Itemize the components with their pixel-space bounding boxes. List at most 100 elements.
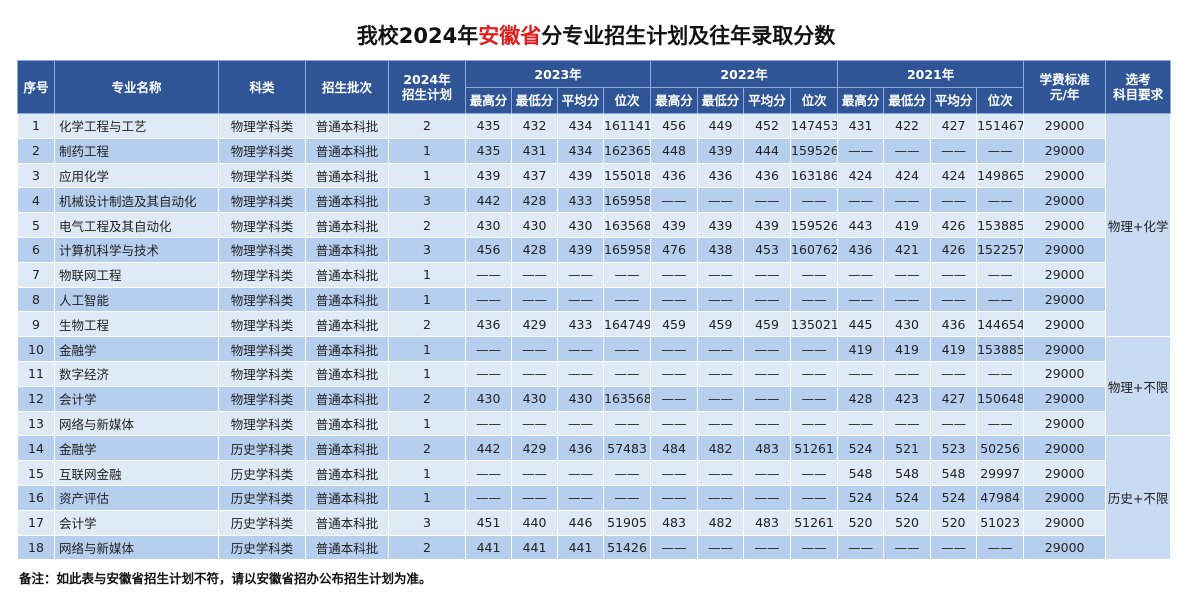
- major-name: 数字经济: [54, 360, 219, 387]
- cell: ——: [883, 187, 932, 214]
- cell: ——: [697, 484, 745, 511]
- cell: 1: [388, 484, 466, 511]
- cell: 150648: [976, 385, 1025, 412]
- cell: 29000: [1023, 261, 1107, 288]
- cell: 427: [930, 385, 978, 412]
- header-line: 序号: [23, 79, 49, 95]
- cell: 3: [388, 509, 466, 536]
- cell: 9: [17, 311, 55, 338]
- major-name: 机械设计制造及其自动化: [54, 187, 219, 214]
- cell: ——: [511, 336, 558, 362]
- cell: 430: [465, 212, 512, 238]
- title-suffix: 分专业招生计划及往年录取分数: [541, 24, 836, 48]
- cell: 524: [883, 484, 932, 511]
- cell: 441: [557, 534, 604, 561]
- header-line: 专业名称: [111, 79, 162, 95]
- cell: 普通本科批: [305, 311, 389, 338]
- cell: 162365: [602, 137, 652, 164]
- cell: ——: [790, 261, 839, 288]
- cell: 439: [697, 137, 745, 164]
- cell: ——: [511, 484, 558, 511]
- cell: 47984: [976, 484, 1025, 511]
- cell: ——: [743, 187, 792, 214]
- major-name: 生物工程: [54, 311, 219, 338]
- cell: ——: [790, 484, 839, 511]
- cell: 482: [697, 509, 745, 536]
- cell: 520: [837, 509, 885, 536]
- cell: 普通本科批: [305, 435, 389, 462]
- cell: ——: [650, 460, 699, 486]
- cell: ——: [465, 261, 512, 288]
- cell: 452: [743, 113, 792, 139]
- table-row: 2 制药工程 物理学科类 普通本科批 1 435 431 434 162365 448 439 444…: [17, 137, 1171, 164]
- cell: ——: [650, 385, 699, 412]
- cell: ——: [697, 286, 745, 313]
- cell: 普通本科批: [305, 286, 389, 313]
- cell: 483: [743, 509, 792, 536]
- cell: ——: [602, 261, 652, 288]
- cell: 152257: [976, 236, 1025, 263]
- cell: 520: [883, 509, 932, 536]
- cell: 159526: [790, 137, 839, 164]
- cell: 29000: [1023, 484, 1107, 511]
- cell: 428: [511, 236, 558, 263]
- cell: 历史学科类: [218, 534, 306, 561]
- cell: 444: [743, 137, 792, 164]
- cell: ——: [743, 336, 792, 362]
- cell: 423: [883, 385, 932, 412]
- cell: 3: [388, 187, 466, 214]
- cell: ——: [602, 410, 652, 437]
- cell: ——: [465, 286, 512, 313]
- cell: 物理学科类: [218, 410, 306, 437]
- cell: ——: [650, 484, 699, 511]
- cell: 442: [465, 187, 512, 214]
- cell: 物理学科类: [218, 113, 306, 139]
- cell: 149865: [976, 162, 1025, 189]
- major-name: 物联网工程: [54, 261, 219, 288]
- cell: ——: [557, 286, 604, 313]
- table-row: 8 人工智能 物理学科类 普通本科批 1 —— —— —— —— —— —— —— —— —— —— —— ——…: [17, 286, 1171, 313]
- cell: 3: [388, 236, 466, 263]
- cell: 普通本科批: [305, 236, 389, 263]
- header-line: 科目要求: [1113, 87, 1164, 102]
- cell: 57483: [602, 435, 652, 462]
- cell: 51023: [976, 509, 1025, 536]
- cell: ——: [930, 286, 978, 313]
- table-row: 11 数字经济 物理学科类 普通本科批 1 —— —— —— —— —— —— —— —— —— —— —— —…: [17, 360, 1171, 387]
- cell: ——: [465, 336, 512, 362]
- cell: 普通本科批: [305, 113, 389, 139]
- cell: 430: [883, 311, 932, 338]
- cell: 1: [388, 137, 466, 164]
- major-name: 化学工程与工艺: [54, 113, 219, 139]
- cell: ——: [930, 534, 978, 561]
- sub-header: 位次: [790, 87, 839, 114]
- subject-requirement: 物理+不限: [1105, 336, 1172, 437]
- sub-header: 最高分: [837, 87, 885, 114]
- cell: 483: [743, 435, 792, 462]
- cell: 17: [17, 509, 55, 536]
- cell: 2: [388, 435, 466, 462]
- table-row: 9 生物工程 物理学科类 普通本科批 2 436 429 433 164749 459 459 459…: [17, 311, 1171, 338]
- header-line: 选考: [1125, 72, 1151, 87]
- cell: 29000: [1023, 187, 1107, 214]
- cell: ——: [650, 336, 699, 362]
- cell: 435: [465, 113, 512, 139]
- table-row: 10 金融学 物理学科类 普通本科批 1 —— —— —— —— —— —— —— —— 419 419 41…: [17, 336, 1172, 437]
- cell: ——: [790, 360, 839, 387]
- cell: ——: [930, 137, 978, 164]
- cell: ——: [976, 286, 1025, 313]
- sub-header: 位次: [976, 87, 1025, 114]
- cell: 521: [883, 435, 932, 462]
- subject-requirement: 历史+不限: [1105, 435, 1172, 561]
- cell: 483: [650, 509, 699, 536]
- cell: 163186: [790, 162, 839, 189]
- cell: ——: [837, 534, 885, 561]
- column-header: 专业名称: [54, 60, 219, 114]
- table-row: 5 电气工程及其自动化 物理学科类 普通本科批 2 430 430 430 163568 439 4…: [17, 212, 1171, 238]
- table-row: 7 物联网工程 物理学科类 普通本科批 1 —— —— —— —— —— —— —— —— —— —— —— —…: [17, 261, 1171, 288]
- cell: 548: [883, 460, 932, 486]
- cell: 439: [650, 212, 699, 238]
- table-row: 1 化学工程与工艺 物理学科类 普通本科批 2 435 432 434 161141 456 449…: [17, 112, 1172, 338]
- cell: ——: [511, 286, 558, 313]
- cell: ——: [697, 534, 745, 561]
